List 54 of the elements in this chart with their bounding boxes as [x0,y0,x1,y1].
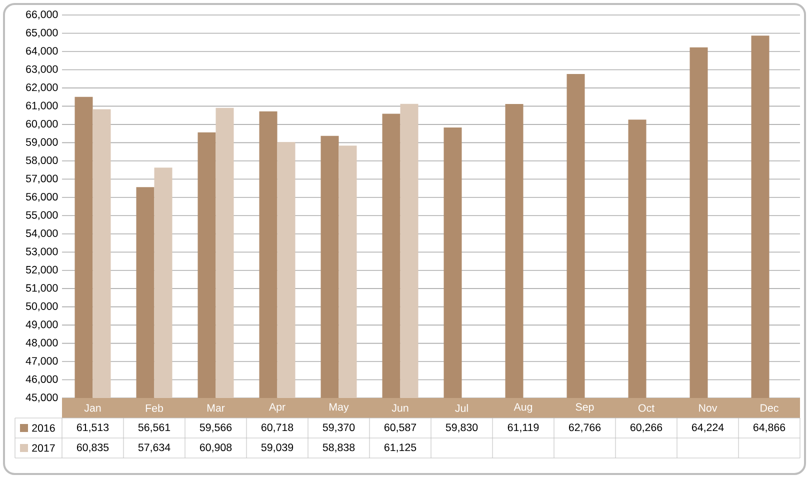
y-tick-label: 64,000 [26,47,58,56]
y-tick-label: 57,000 [26,174,58,184]
x-tick-label: Aug [514,403,532,413]
x-tick-label: Dec [760,404,778,412]
y-tick-label: 58,000 [26,156,58,166]
y-tick-label: 56,000 [26,192,58,202]
y-tick-label: 46,000 [26,375,58,384]
data-label: 59,039 [261,444,294,452]
y-tick-label: 60,000 [26,120,58,129]
data-label: 61,125 [384,444,416,452]
data-label: 60,587 [384,424,416,432]
y-tick-label: 48,000 [26,338,58,348]
x-tick-label: Feb [146,404,163,412]
data-label: 56,561 [138,424,170,432]
legend-label: 2016 [32,424,55,432]
data-label: 64,866 [753,424,786,432]
data-label: 64,224 [692,424,724,432]
data-label: 62,766 [568,424,601,432]
y-tick-label: 66,000 [26,10,58,20]
y-tick-label: 45,000 [26,394,58,402]
y-tick-label: 51,000 [26,284,58,293]
x-tick-label: Jun [392,404,408,412]
data-label: 60,835 [76,444,109,452]
x-tick-label: Oct [638,404,654,412]
data-label: 58,838 [322,444,355,452]
y-tick-label: 50,000 [26,302,58,312]
data-label: 59,370 [322,424,355,432]
data-label: 60,718 [261,424,294,432]
y-tick-label: 52,000 [26,266,58,275]
y-tick-label: 54,000 [26,229,58,238]
data-label: 60,266 [630,424,662,432]
data-label: 59,566 [200,424,232,432]
data-label: 61,513 [76,424,109,432]
x-tick-label: Apr [268,403,286,413]
x-tick-label: Sep [576,403,594,413]
legend-label: 2017 [32,444,55,452]
data-label: 61,119 [508,424,539,432]
x-tick-label: Jul [455,404,468,412]
y-tick-label: 63,000 [26,65,58,74]
data-label: 59,830 [446,424,478,432]
y-tick-label: 47,000 [26,357,58,366]
x-tick-label: May [330,403,349,413]
y-tick-label: 55,000 [26,211,58,220]
y-tick-label: 49,000 [26,320,58,330]
y-tick-label: 59,000 [26,138,58,148]
y-tick-label: 65,000 [26,28,58,38]
data-label: 57,634 [138,444,170,452]
x-tick-label: Mar [207,404,225,412]
x-tick-label: Nov [699,404,718,412]
y-tick-label: 62,000 [26,84,58,92]
data-label: 60,908 [200,444,232,452]
x-tick-label: Jan [84,404,101,412]
y-tick-label: 61,000 [26,102,58,111]
y-tick-label: 53,000 [26,248,58,256]
